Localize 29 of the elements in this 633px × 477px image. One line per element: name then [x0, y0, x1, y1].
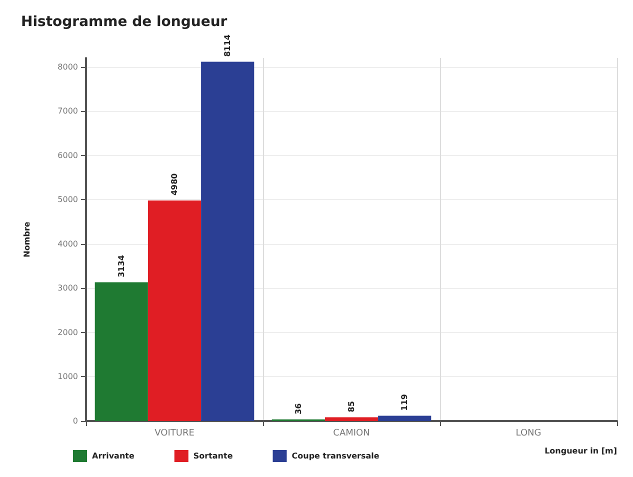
- bar: [324, 417, 378, 421]
- chart-title: Histogramme de longueur: [21, 14, 228, 30]
- y-tick-label: 5000: [58, 195, 78, 204]
- x-axis-title: Longueur in [m]: [544, 446, 617, 456]
- y-tick-label: 7000: [58, 106, 78, 116]
- y-tick-label: 0: [72, 416, 78, 426]
- bar: [148, 200, 202, 421]
- legend-label: Sortante: [193, 452, 234, 460]
- legend-label: Arrivante: [92, 452, 135, 460]
- bar: [94, 282, 148, 421]
- y-tick-label: 3000: [58, 284, 78, 293]
- bar: [201, 62, 254, 421]
- data-label: 4980: [170, 172, 179, 196]
- data-label: 36: [294, 402, 303, 414]
- y-tick-label: 6000: [58, 150, 78, 160]
- y-tick-label: 4000: [58, 239, 78, 248]
- y-axis-title: Nombre: [22, 221, 32, 258]
- data-label: 8114: [223, 34, 232, 57]
- x-tick-label: VOITURE: [154, 428, 195, 438]
- bar: [378, 416, 432, 421]
- x-tick-label: LONG: [516, 428, 542, 438]
- legend-label: Coupe transversale: [292, 452, 380, 460]
- y-tick-label: 1000: [58, 372, 78, 382]
- x-tick-label: CAMION: [333, 428, 370, 438]
- data-label: 119: [400, 394, 410, 411]
- y-tick-label: 8000: [58, 62, 78, 72]
- data-label: 3134: [116, 254, 126, 278]
- data-label: 85: [347, 400, 356, 412]
- y-tick-label: 2000: [58, 328, 78, 337]
